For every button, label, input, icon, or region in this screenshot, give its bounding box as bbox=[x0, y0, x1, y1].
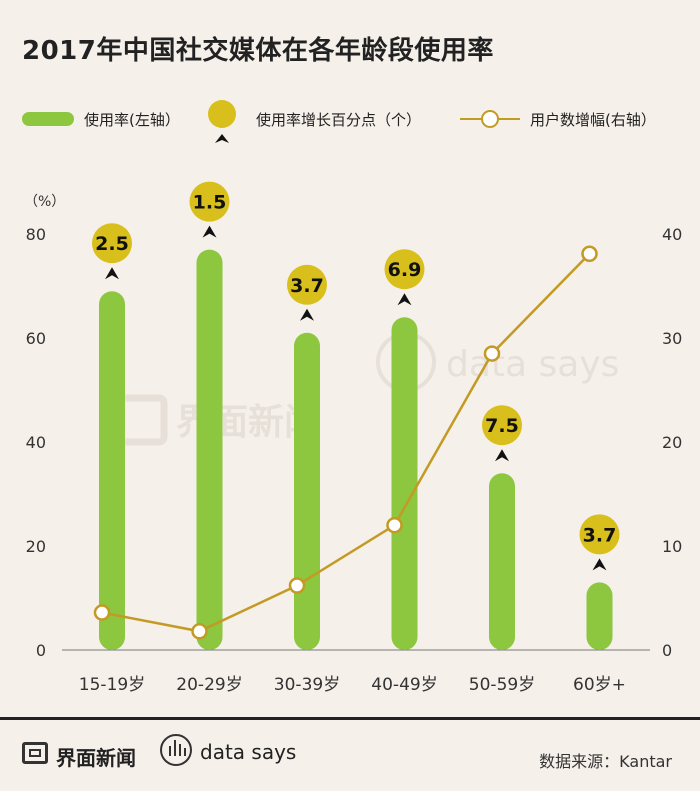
y-right-tick-label: 20 bbox=[662, 433, 682, 452]
growth-arrow-icon bbox=[495, 449, 509, 462]
line-point bbox=[93, 604, 111, 621]
line-point bbox=[483, 345, 501, 362]
line-point bbox=[288, 577, 306, 594]
y-left-tick-label: 80 bbox=[26, 225, 46, 244]
bar bbox=[586, 582, 613, 650]
growth-circle bbox=[92, 223, 132, 264]
legend-line-marker bbox=[481, 110, 499, 128]
legend-bar-swatch bbox=[22, 112, 74, 126]
brand-name: 界面新闻 bbox=[56, 746, 136, 770]
growth-label: 6.9 bbox=[388, 259, 422, 281]
watermark: 界面新闻 data says bbox=[106, 332, 619, 446]
line-series bbox=[101, 252, 591, 633]
chart-title: 2017年中国社交媒体在各年龄段使用率 bbox=[22, 36, 494, 66]
data-says-icon bbox=[160, 734, 192, 766]
legend-arrow-icon bbox=[215, 134, 229, 143]
line-point bbox=[191, 623, 208, 640]
x-tick-label: 60岁+ bbox=[573, 675, 626, 695]
legend-line-label: 用户数增幅(右轴） bbox=[530, 111, 656, 129]
data-source: 数据来源：Kantar bbox=[539, 752, 672, 771]
growth-arrow-icon bbox=[592, 558, 607, 571]
y-right-tick-label: 10 bbox=[662, 537, 682, 556]
growth-label: 3.7 bbox=[290, 275, 324, 297]
bar bbox=[391, 317, 418, 650]
bar bbox=[99, 291, 125, 650]
line-point bbox=[581, 245, 598, 263]
y-right-tick-label: 0 bbox=[662, 641, 672, 660]
y-unit-label: （%） bbox=[24, 194, 65, 210]
growth-arrow-icon bbox=[105, 267, 119, 280]
growth-label: 3.7 bbox=[583, 524, 617, 546]
brand-logo-icon bbox=[22, 742, 48, 764]
growth-circle bbox=[579, 514, 620, 555]
legend-bar-label: 使用率(左轴） bbox=[84, 111, 180, 129]
growth-circle bbox=[189, 181, 230, 222]
y-right-tick-label: 40 bbox=[662, 225, 682, 244]
bar bbox=[294, 332, 320, 650]
growth-label: 2.5 bbox=[95, 233, 129, 255]
data-says-name: data says bbox=[200, 740, 297, 764]
chart-svg: 界面新闻 data says （%） 0 20 40 60 80 0 10 20 30 40 15-1… bbox=[24, 181, 682, 695]
legend: 使用率(左轴） 使用率增长百分点（个） 用户数增幅(右轴） bbox=[0, 100, 700, 150]
growth-label: 1.5 bbox=[193, 192, 227, 214]
growth-circle bbox=[482, 405, 522, 446]
y-left-tick-label: 0 bbox=[36, 641, 46, 660]
legend-circle-swatch bbox=[208, 100, 236, 128]
chart-area: 界面新闻 data says （%） 0 20 40 60 80 0 10 20 30 40 15-1… bbox=[0, 170, 700, 715]
x-tick-label: 30-39岁 bbox=[274, 675, 340, 695]
growth-arrow-icon bbox=[397, 293, 412, 306]
x-tick-label: 20-29岁 bbox=[176, 675, 242, 695]
legend-circle-label: 使用率增长百分点（个） bbox=[256, 111, 422, 129]
y-right-tick-label: 30 bbox=[662, 329, 682, 348]
line-point bbox=[386, 516, 403, 534]
x-tick-label: 40-49岁 bbox=[371, 675, 437, 695]
growth-arrow-icon bbox=[300, 308, 314, 321]
y-left-tick-label: 20 bbox=[26, 537, 46, 556]
footer: 界面新闻 data says 数据来源：Kantar bbox=[0, 717, 700, 791]
bar bbox=[196, 249, 223, 650]
y-left-tick-label: 60 bbox=[26, 329, 46, 348]
growth-circle bbox=[287, 264, 327, 305]
x-tick-label: 15-19岁 bbox=[79, 675, 145, 695]
bar bbox=[489, 473, 515, 650]
watermark-data-says: data says bbox=[446, 344, 619, 385]
growth-circle bbox=[384, 249, 425, 290]
growth-label: 7.5 bbox=[485, 415, 519, 437]
x-tick-label: 50-59岁 bbox=[469, 675, 535, 695]
growth-arrow-icon bbox=[202, 225, 217, 238]
y-left-tick-label: 40 bbox=[26, 433, 46, 452]
